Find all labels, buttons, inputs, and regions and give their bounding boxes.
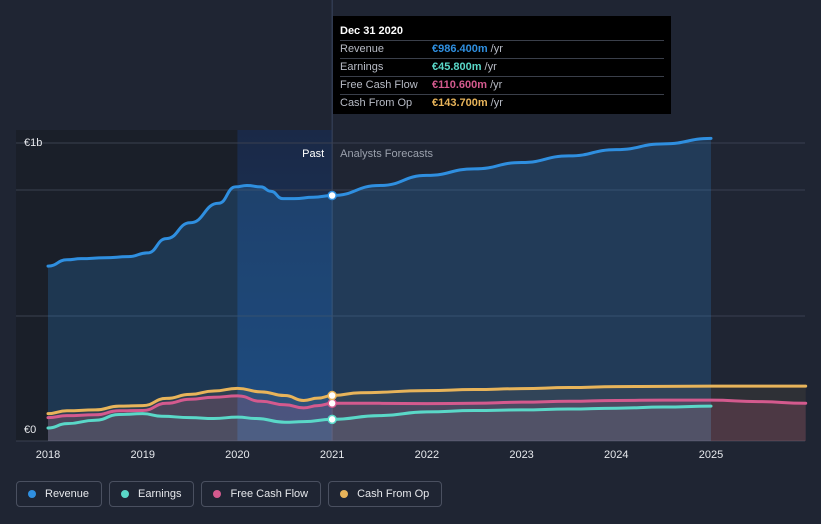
legend-item-cash-from-op[interactable]: Cash From Op	[328, 481, 443, 507]
x-tick-label: 2022	[415, 449, 439, 461]
legend-label: Free Cash Flow	[230, 488, 309, 500]
tooltip-unit: /yr	[484, 61, 497, 73]
tooltip-row-revenue: Revenue €986.400m /yr	[340, 40, 664, 58]
tooltip-date: Dec 31 2020	[340, 25, 403, 37]
legend-item-earnings[interactable]: Earnings	[109, 481, 195, 507]
series-line-free-cash-flow	[46, 394, 808, 420]
tooltip-row-cash-from-op: Cash From Op €143.700m /yr	[340, 94, 664, 112]
legend-label: Earnings	[138, 488, 182, 500]
x-tick-label: 2019	[130, 449, 154, 461]
tooltip-row-free-cash-flow: Free Cash Flow €110.600m /yr	[340, 76, 664, 94]
tooltip-unit: /yr	[490, 97, 503, 109]
marker-cash-from-op	[327, 390, 337, 401]
tooltip-value: €110.600m	[432, 79, 488, 91]
legend-dot-icon	[121, 490, 130, 498]
legend-item-revenue[interactable]: Revenue	[16, 481, 103, 507]
series-area-revenue	[48, 138, 711, 441]
tooltip-row-earnings: Earnings €45.800m /yr	[340, 58, 664, 76]
hover-tooltip: Dec 31 2020 Revenue €986.400m /yr Earnin…	[333, 16, 671, 114]
x-tick-label: 2023	[509, 449, 533, 461]
tooltip-unit: /yr	[490, 79, 503, 91]
series-line-earnings	[46, 404, 713, 430]
tooltip-value: €143.700m	[432, 97, 488, 109]
x-tick-label: 2024	[604, 449, 628, 461]
chart-legend: Revenue Earnings Free Cash Flow Cash Fro…	[16, 481, 443, 507]
tooltip-label: Free Cash Flow	[340, 79, 418, 91]
marker-revenue	[327, 190, 337, 201]
series-area-earnings	[48, 406, 711, 441]
marker-earnings	[327, 414, 337, 425]
tooltip-value: €986.400m	[432, 43, 488, 55]
tooltip-value: €45.800m	[432, 61, 482, 73]
legend-dot-icon	[340, 490, 349, 498]
tooltip-label: Earnings	[340, 61, 384, 73]
tooltip-label: Revenue	[340, 43, 385, 55]
tooltip-label: Cash From Op	[340, 97, 413, 109]
highlight-band	[237, 130, 333, 441]
past-label: Past	[302, 148, 324, 160]
tooltip-unit: /yr	[490, 43, 503, 55]
series-line-revenue	[46, 136, 713, 268]
y-tick-label: €0	[24, 424, 36, 436]
y-tick-label: €1b	[24, 137, 42, 149]
x-tick-label: 2025	[699, 449, 723, 461]
x-tick-label: 2018	[36, 449, 60, 461]
series-line-cash-from-op	[46, 384, 808, 416]
legend-item-free-cash-flow[interactable]: Free Cash Flow	[201, 481, 322, 507]
legend-dot-icon	[28, 490, 36, 498]
legend-label: Cash From Op	[357, 488, 430, 500]
legend-label: Revenue	[45, 488, 90, 500]
marker-free-cash-flow	[327, 398, 337, 409]
x-tick-label: 2021	[320, 449, 344, 461]
forecast-label: Analysts Forecasts	[340, 148, 433, 160]
legend-dot-icon	[213, 490, 222, 498]
x-tick-label: 2020	[225, 449, 249, 461]
